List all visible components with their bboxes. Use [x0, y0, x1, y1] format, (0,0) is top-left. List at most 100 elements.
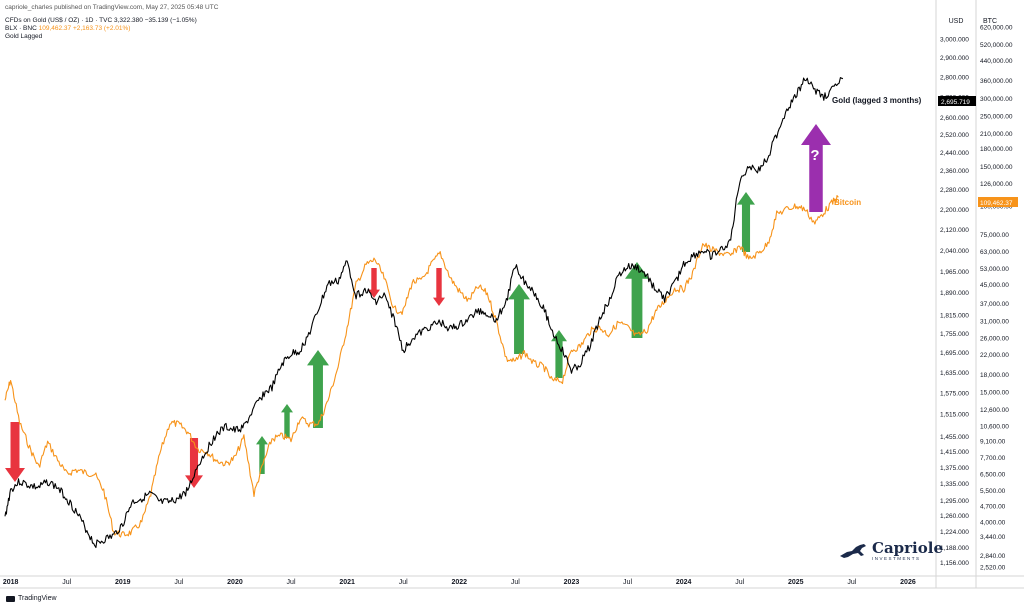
- lagged-legend: Gold Lagged: [5, 33, 43, 40]
- time-tick-label: Jul: [62, 579, 71, 586]
- btc-axis-title: BTC: [983, 18, 997, 25]
- capriole-sub: INVESTMENTS: [872, 556, 921, 561]
- down-arrow: [5, 422, 25, 482]
- usd-tick-label: 2,200.000: [940, 207, 969, 214]
- gold-change: −35.139 (−1.05%): [144, 17, 197, 24]
- btc-tick-label: 4,000.00: [980, 519, 1006, 526]
- usd-tick-label: 1,156.000: [940, 560, 969, 567]
- usd-tick-label: 1,965.000: [940, 269, 969, 276]
- gold-series-annotation: Gold (lagged 3 months): [832, 96, 922, 105]
- usd-tick-label: 1,635.000: [940, 370, 969, 377]
- btc-tick-label: 4,700.00: [980, 504, 1006, 511]
- usd-tick-label: 1,515.000: [940, 412, 969, 419]
- usd-tick-label: 1,188.000: [940, 545, 969, 552]
- up-arrow: [737, 192, 755, 252]
- btc-tick-label: 26,000.00: [980, 336, 1009, 343]
- up-arrow: [508, 284, 530, 354]
- btc-tick-label: 6,500.00: [980, 472, 1006, 479]
- arrow-annotations: ?: [5, 124, 831, 488]
- time-tick-label: Jul: [399, 579, 408, 586]
- btc-tick-label: 45,000.00: [980, 282, 1009, 289]
- up-arrow: [625, 262, 649, 338]
- gold-last-price-badge: 2,695.719: [938, 96, 976, 106]
- publish-info: capriole_charles published on TradingVie…: [5, 4, 219, 11]
- gold-last-badge-text: 2,695.719: [941, 99, 970, 106]
- usd-tick-label: 1,335.000: [940, 481, 969, 488]
- usd-tick-label: 2,120.000: [940, 227, 969, 234]
- btc-last-badge-text: 109,462.37: [980, 200, 1013, 207]
- capriole-brand: Capriole: [872, 539, 943, 557]
- time-tick-label: 2020: [227, 579, 243, 586]
- time-tick-label: 2022: [451, 579, 467, 586]
- time-tick-label: Jul: [847, 579, 856, 586]
- btc-tick-label: 10,600.00: [980, 424, 1009, 431]
- btc-tick-label: 620,000.00: [980, 25, 1013, 32]
- btc-tick-label: 31,000.00: [980, 318, 1009, 325]
- btc-tick-label: 2,840.00: [980, 553, 1006, 560]
- btc-tick-label: 53,000.00: [980, 266, 1009, 273]
- btc-tick-label: 210,000.00: [980, 131, 1013, 138]
- time-tick-label: 2019: [115, 579, 131, 586]
- gold-price: 3,322.380: [113, 17, 143, 24]
- usd-tick-label: 3,000.000: [940, 36, 969, 43]
- usd-tick-label: 1,890.000: [940, 290, 969, 297]
- tradingview-logo[interactable]: TradingView: [6, 595, 57, 602]
- btc-tick-label: 360,000.00: [980, 78, 1013, 85]
- btc-tick-label: 18,000.00: [980, 372, 1009, 379]
- btc-tick-label: 100,000.00: [980, 204, 1013, 211]
- usd-tick-label: 1,260.000: [940, 513, 969, 520]
- time-tick-label: Jul: [174, 579, 183, 586]
- btc-tick-label: 180,000.00: [980, 146, 1013, 153]
- usd-tick-label: 2,280.000: [940, 187, 969, 194]
- btc-tick-label: 9,100.00: [980, 439, 1006, 446]
- gold-symbol: CFDs on Gold (US$ / OZ) · 1D · TVC: [5, 17, 113, 24]
- gold-last-badge-bg: [938, 96, 976, 106]
- down-arrow: [185, 438, 203, 488]
- usd-tick-label: 1,755.000: [940, 331, 969, 338]
- capriole-logo: Capriole INVESTMENTS: [838, 541, 943, 561]
- usd-tick-label: 1,695.000: [940, 350, 969, 357]
- btc-last-price-badge: 109,462.37: [978, 197, 1018, 207]
- btc-tick-label: 12,600.00: [980, 407, 1009, 414]
- btc-tick-label: 300,000.00: [980, 96, 1013, 103]
- time-tick-label: Jul: [511, 579, 520, 586]
- usd-tick-label: 2,800.000: [940, 74, 969, 81]
- usd-tick-label: 2,600.000: [940, 115, 969, 122]
- time-tick-label: Jul: [623, 579, 632, 586]
- usd-tick-label: 1,224.000: [940, 529, 969, 536]
- horse-icon: [840, 544, 866, 558]
- time-tick-label: 2024: [676, 579, 692, 586]
- time-tick-label: Jul: [287, 579, 296, 586]
- gold-lagged-line: [4, 77, 844, 549]
- usd-tick-label: 1,295.000: [940, 498, 969, 505]
- up-arrow: [256, 436, 268, 474]
- btc-tick-label: 3,440.00: [980, 534, 1006, 541]
- usd-tick-label: 2,360.000: [940, 168, 969, 175]
- btc-tick-label: 15,000.00: [980, 390, 1009, 397]
- btc-symbol: BLX · BNC: [5, 25, 37, 32]
- btc-tick-label: 520,000.00: [980, 42, 1013, 49]
- btc-tick-label: 7,700.00: [980, 455, 1006, 462]
- btc-tick-label: 440,000.00: [980, 58, 1013, 65]
- usd-tick-label: 1,415.000: [940, 449, 969, 456]
- labels: Gold (lagged 3 months) Bitcoin 2,695.719 10…: [832, 96, 1018, 207]
- usd-tick-label: 2,440.000: [940, 150, 969, 157]
- question-arrow: [801, 124, 831, 212]
- capriole-text: Capriole INVESTMENTS: [872, 539, 943, 562]
- usd-tick-label: 1,455.000: [940, 434, 969, 441]
- up-arrow: [551, 330, 567, 378]
- btc-tick-label: 37,000.00: [980, 301, 1009, 308]
- btc-price: 109,462.37: [38, 25, 72, 32]
- btc-tick-label: 126,000.00: [980, 181, 1013, 188]
- btc-tick-label: 75,000.00: [980, 232, 1009, 239]
- time-tick-label: 2026: [900, 579, 916, 586]
- usd-tick-label: 2,040.000: [940, 248, 969, 255]
- down-arrow: [433, 268, 445, 306]
- usd-tick-label: 2,520.000: [940, 132, 969, 139]
- time-tick-label: 2023: [564, 579, 580, 586]
- time-tick-label: 2025: [788, 579, 804, 586]
- tradingview-label: TradingView: [18, 595, 57, 602]
- btc-tick-label: 250,000.00: [980, 114, 1013, 121]
- btc-change: +2,163.73 (+2.01%): [72, 25, 131, 32]
- btc-legend: BLX · BNC 109,462.37 +2,163.73 (+2.01%): [5, 25, 130, 32]
